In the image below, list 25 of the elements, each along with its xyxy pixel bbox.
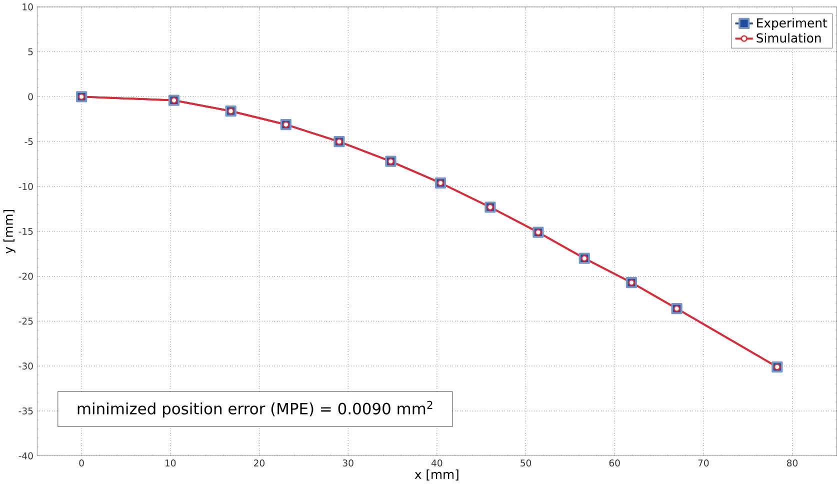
y-axis-title: y [mm] <box>3 210 16 254</box>
y-tick-label: -30 <box>18 362 33 370</box>
x-tick-label: 60 <box>609 460 620 467</box>
y-tick-label: -40 <box>18 452 33 460</box>
y-tick-label: -10 <box>18 183 33 190</box>
legend-label: Experiment <box>757 18 828 30</box>
y-tick-label: -15 <box>18 228 33 235</box>
x-tick-label: 40 <box>431 460 442 467</box>
x-tick-label: 80 <box>787 460 798 467</box>
y-tick-label: -5 <box>24 138 33 146</box>
y-tick-label: 10 <box>22 3 33 10</box>
y-tick-label: -20 <box>18 272 33 280</box>
x-tick-label: 70 <box>698 460 709 467</box>
y-tick-label: -25 <box>18 318 33 325</box>
x-tick-label: 30 <box>342 460 354 467</box>
x-tick-label: 10 <box>166 460 176 467</box>
x-tick-label: 20 <box>254 460 265 467</box>
x-tick-label: 50 <box>520 460 532 467</box>
y-tick-label: 0 <box>28 93 33 100</box>
legend-label: Simulation <box>756 33 821 43</box>
y-tick-label: -35 <box>18 407 33 414</box>
x-axis-title: x [mm] <box>414 470 458 481</box>
y-tick-label: 5 <box>28 48 33 56</box>
x-tick-label: 0 <box>79 460 84 467</box>
annotation: minimized position error (MPE) = 0.0090 mm$^{2}$ <box>78 400 432 418</box>
